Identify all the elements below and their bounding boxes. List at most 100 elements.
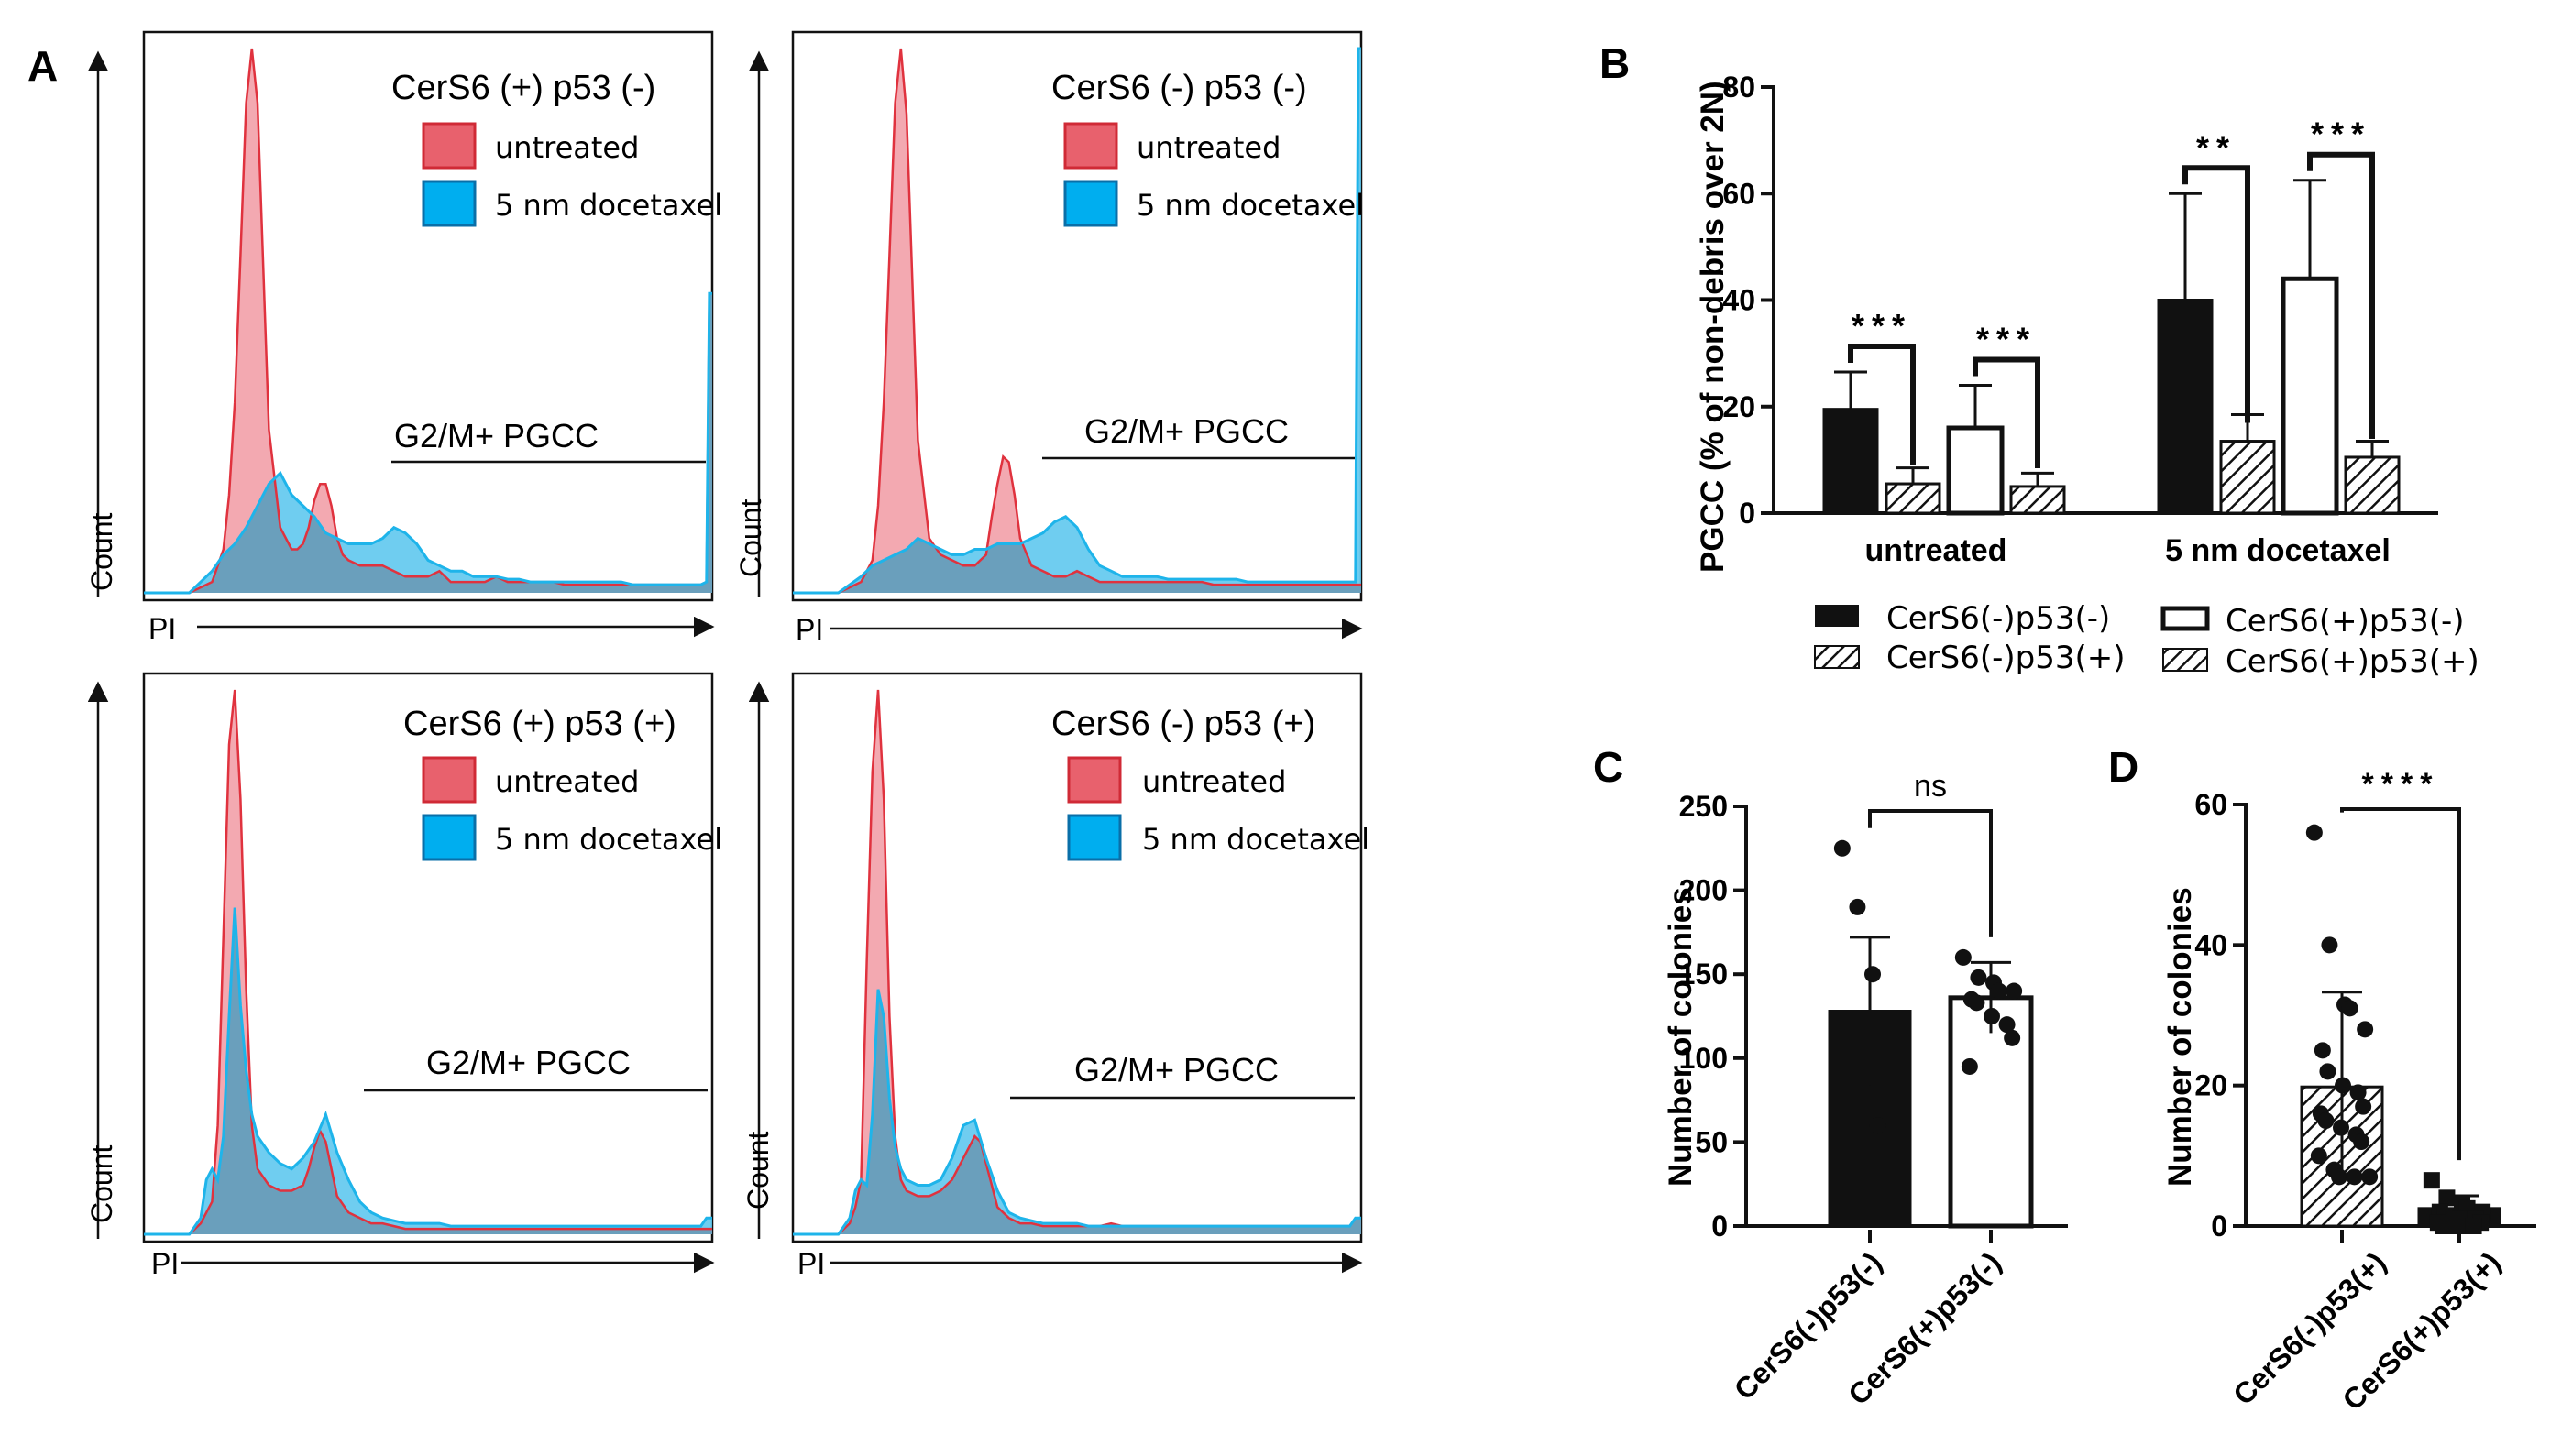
untreated-area [793,49,1361,593]
legend-label-untreated: untreated [495,764,639,799]
legend-label-docetaxel: 5 nm docetaxel [495,188,722,223]
significance-label: ns [1914,769,1947,804]
significance-bracket [2307,151,2375,439]
gate-label: G2/M+ PGCC [1074,1051,1279,1089]
legend-swatch-untreated [1067,756,1122,804]
significance-bracket [2340,807,2461,1161]
significance-bracket [1973,356,2040,468]
significance-label: **** [2362,767,2440,802]
legend-swatch-open [2160,606,2210,631]
histogram-curves [144,48,712,595]
histogram-cers6-pos-p53-neg: Count PI CerS6 (+) p53 (-) untreated 5 n… [85,30,722,645]
data-point [2004,1029,2021,1046]
x-axis-label: PI [151,1247,179,1280]
bar [2219,440,2276,515]
data-point [2435,1218,2452,1234]
data-point [2314,1042,2331,1059]
data-point [2331,1168,2347,1186]
legend-label-docetaxel: 5 nm docetaxel [1137,188,1364,223]
data-point [1869,1117,1886,1134]
y-axis-label: Count [85,513,118,592]
data-point [2310,1147,2327,1165]
docetaxel-line [793,989,1361,1236]
y-axis-label: Number of colonies [2162,887,2198,1187]
legend-label-untreated: untreated [495,130,639,165]
significance-bracket [1848,343,1916,466]
legend-label-3: CerS6(+)p53(+) [2226,643,2479,680]
legend-label-docetaxel: 5 nm docetaxel [1142,822,1369,857]
data-point [1961,1057,1978,1075]
histogram-title: CerS6 (+) p53 (+) [403,705,676,743]
histogram-cers6-pos-p53-pos: Count PI CerS6 (+) p53 (+) untreated 5 n… [85,672,722,1280]
y-tick-label: 50 [1695,1125,1728,1158]
y-ticks: 0 20 40 60 80 [1722,71,1775,530]
histogram-curves [144,689,712,1236]
data-point [2357,1021,2374,1038]
legend-label-1: CerS6(-)p53(+) [1886,640,2126,676]
data-point [1968,994,1985,1012]
legend-label-0: CerS6(-)p53(-) [1886,600,2110,637]
bars [2246,824,2536,1243]
data-point [1864,966,1881,983]
data-point [1833,839,1851,857]
significance-label: *** [1976,321,2037,358]
y-axis-label: Count [742,1132,775,1210]
panel-label-b: B [1599,39,1630,87]
y-tick-label: 60 [2194,788,2227,821]
y-tick-label: 40 [2194,928,2227,961]
data-point [2349,1084,2367,1101]
histogram-title: CerS6 (+) p53 (-) [391,69,655,107]
significance-bracket: **** [2340,767,2461,1161]
panel-label-d: D [2108,743,2138,791]
legend-swatch-docetaxel [1067,814,1122,861]
data-point [2465,1218,2482,1234]
legend-swatch-docetaxel [422,814,477,861]
untreated-line [144,48,712,595]
legend-swatch-solid [1815,605,1859,627]
y-axis-label: Count [734,499,767,578]
bar [1946,425,2005,516]
histogram-cers6-neg-p53-pos: Count PI CerS6 (-) p53 (+) untreated 5 n… [742,672,1369,1280]
legend-swatch-docetaxel [422,180,477,227]
bar [1885,482,1941,515]
y-tick-label: 0 [1739,497,1755,530]
significance-bracket [1868,809,1993,937]
significance-brackets: *** ***** *** [1848,115,2375,468]
legend-label-docetaxel: 5 nm docetaxel [495,822,722,857]
docetaxel-line [144,907,712,1236]
significance-label: *** [2311,115,2371,153]
y-ticks: 0 20 40 60 [2194,788,2248,1243]
significance-bracket: ns [1868,769,1993,937]
data-point [2006,982,2023,1000]
data-point [2321,936,2338,954]
untreated-line [144,689,712,1236]
y-tick-label: 20 [2194,1069,2227,1102]
y-tick-label: 0 [1711,1210,1728,1243]
data-point [1954,948,1972,966]
gate-label: G2/M+ PGCC [1084,412,1289,450]
docetaxel-area [144,293,712,593]
bar [1822,408,1879,515]
panel-label-c: C [1593,743,1623,791]
y-tick-label: 0 [2211,1210,2227,1243]
data-point [2333,1119,2349,1136]
data-point [1990,982,2007,1000]
category-label-docetaxel: 5 nm docetaxel [2165,533,2391,568]
y-axis-label: Count [85,1145,118,1224]
significance-bracket [2182,165,2250,423]
data-point [2305,824,2323,841]
y-tick-label: 200 [1679,874,1728,907]
data-point [2335,1077,2351,1094]
bar [2344,455,2401,515]
bar [2009,485,2066,515]
bar [2281,276,2339,516]
data-point [1984,1008,2000,1024]
histogram-title: CerS6 (-) p53 (+) [1051,705,1315,743]
x-axis-label: PI [797,1247,825,1280]
y-tick-label: 20 [1722,390,1755,423]
significance-label: ** [2196,128,2237,166]
data-point [2355,1098,2372,1115]
y-axis-label: Number of colonies [1663,887,1698,1187]
